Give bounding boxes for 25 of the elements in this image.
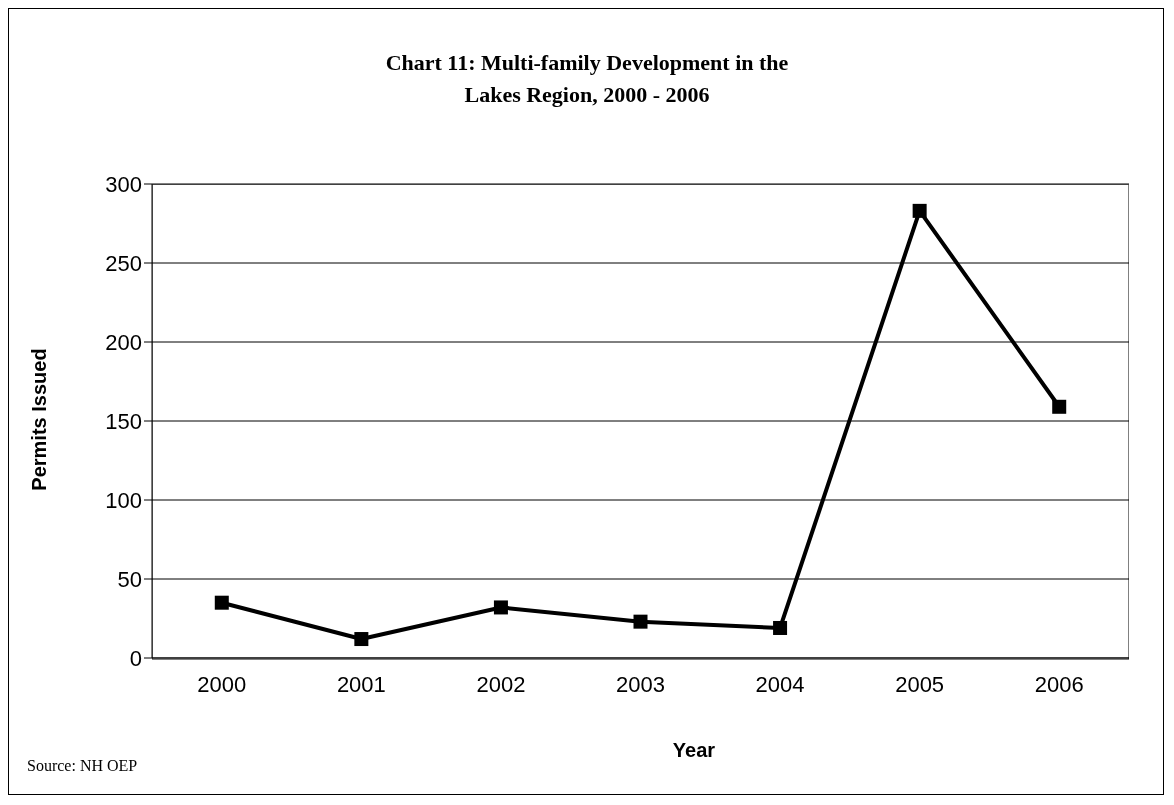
point — [633, 614, 648, 629]
x-tick-label: 2005 — [895, 671, 945, 697]
y-tick-label: 0 — [129, 645, 142, 671]
point — [354, 632, 369, 647]
point — [1052, 399, 1067, 414]
source-note: Source: NH OEP — [27, 757, 138, 775]
y-tick-label: 250 — [105, 250, 142, 276]
y-tick-label: 300 — [105, 171, 142, 197]
point — [214, 595, 229, 610]
y-axis-title: Permits Issued — [27, 347, 51, 493]
point — [912, 203, 927, 218]
x-axis-title: Year — [672, 739, 716, 761]
x-tick-label: 2000 — [197, 671, 247, 697]
x-tick-label: 2004 — [755, 671, 805, 697]
x-tick-label: 2002 — [476, 671, 526, 697]
x-tick-label: 2001 — [336, 671, 386, 697]
point — [493, 600, 508, 615]
x-tick-label: 2003 — [616, 671, 665, 697]
point — [773, 620, 788, 635]
y-tick-label: 50 — [117, 566, 142, 592]
x-tick-label: 2006 — [1034, 671, 1084, 697]
y-tick-label: 200 — [105, 329, 142, 355]
y-tick-label: 100 — [105, 487, 142, 513]
chart-title: Chart 11: Multi-family Development in the Lakes Region, 2000 - 2006 — [384, 49, 790, 109]
y-tick-label: 150 — [105, 408, 142, 434]
